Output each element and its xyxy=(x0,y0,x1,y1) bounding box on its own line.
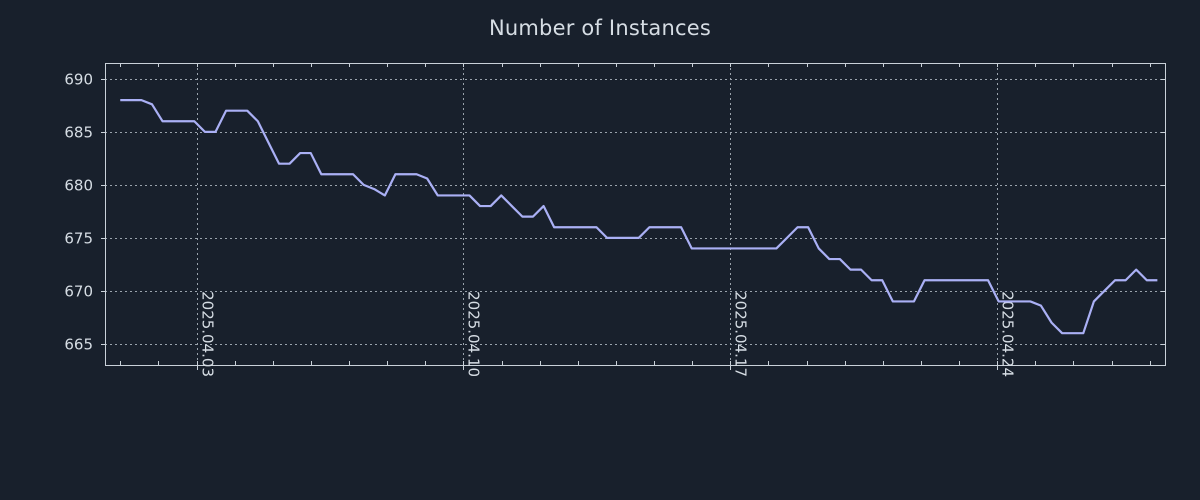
x-tick-label: 2025.04.10 xyxy=(465,291,483,377)
y-gridlines xyxy=(105,79,1165,345)
y-tick-label: 680 xyxy=(64,177,93,195)
y-tick-labels: 665 670 675 680 685 690 xyxy=(64,71,93,354)
x-tick-labels: 2025.04.03 2025.04.10 2025.04.17 2025.04.24 xyxy=(199,291,1017,377)
y-tick-label: 670 xyxy=(64,283,93,301)
y-tick-label: 675 xyxy=(64,230,93,248)
data-series-line xyxy=(120,98,1158,335)
x-tick-label: 2025.04.17 xyxy=(732,291,750,377)
x-tick-label: 2025.04.03 xyxy=(199,291,217,377)
y-tick-label: 665 xyxy=(64,336,93,354)
plot-frame xyxy=(104,62,1167,367)
y-tick-label: 685 xyxy=(64,124,93,142)
x-gridlines xyxy=(197,63,998,365)
axis-spines xyxy=(104,62,1167,367)
data-series-group xyxy=(120,98,1158,335)
y-tick-marks xyxy=(101,79,1165,345)
x-tick-label: 2025.04.24 xyxy=(999,291,1017,377)
x-tick-marks xyxy=(120,63,1151,370)
chart-title: Number of Instances xyxy=(488,16,711,40)
y-tick-label: 690 xyxy=(64,71,93,89)
